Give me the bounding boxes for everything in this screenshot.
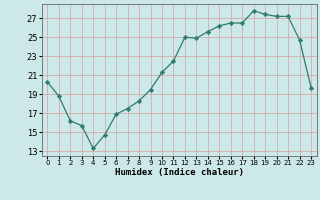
X-axis label: Humidex (Indice chaleur): Humidex (Indice chaleur)	[115, 168, 244, 177]
